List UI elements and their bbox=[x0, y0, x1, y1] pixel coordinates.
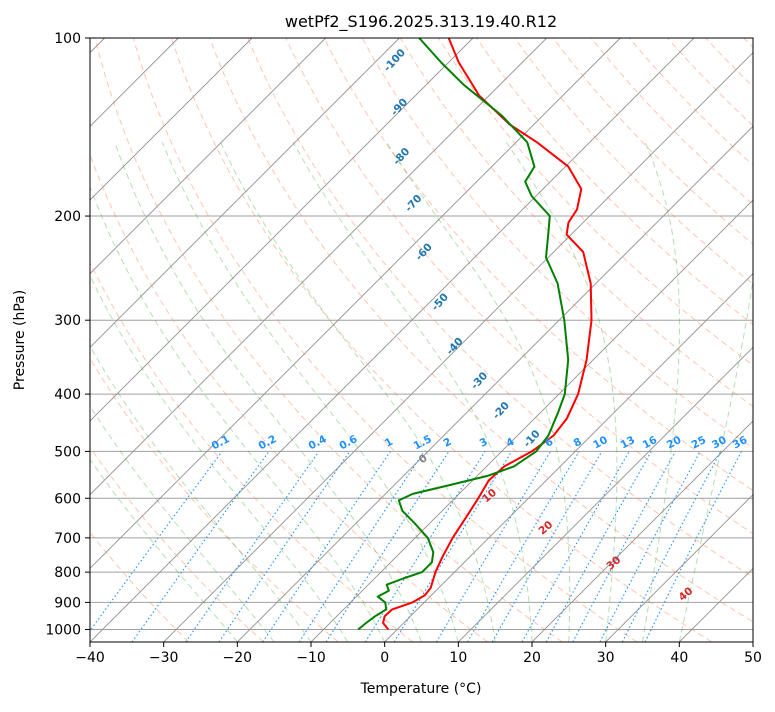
moist-adiabat-line bbox=[221, 142, 496, 642]
y-tick-label: 400 bbox=[54, 387, 81, 403]
dry-adiabat-label: -50 bbox=[429, 291, 451, 313]
dry-adiabat-line bbox=[438, 38, 775, 642]
isotherm-line bbox=[164, 38, 768, 642]
mixing-ratio-label: 1 bbox=[383, 436, 395, 450]
dry-adiabat-label: -100 bbox=[381, 47, 408, 75]
dry-adiabat-label: -60 bbox=[413, 241, 435, 263]
dry-adiabat-line bbox=[57, 38, 488, 642]
mixing-ratio-label: 30 bbox=[710, 434, 729, 451]
mixing-ratio-line bbox=[645, 451, 741, 642]
x-tick-label: 10 bbox=[449, 650, 467, 666]
mixing-ratio-label: 6 bbox=[543, 436, 555, 450]
x-tick-label: 50 bbox=[744, 650, 762, 666]
mixing-ratio-label: 0.4 bbox=[307, 433, 329, 452]
dry-adiabat-line bbox=[744, 38, 775, 642]
y-tick-label: 100 bbox=[54, 31, 81, 47]
x-tick-label: −20 bbox=[223, 650, 253, 666]
mixing-ratio-label: 36 bbox=[731, 434, 750, 451]
y-tick-label: 1000 bbox=[45, 622, 81, 638]
background-lines bbox=[0, 38, 775, 642]
dry-adiabat-line bbox=[0, 38, 338, 642]
dry-adiabat-line bbox=[171, 38, 711, 642]
mixing-ratio-label: 0.2 bbox=[257, 433, 279, 452]
isotherm-line bbox=[0, 38, 399, 642]
x-tick-label: 30 bbox=[597, 650, 615, 666]
mixing-ratio-line bbox=[600, 451, 700, 642]
mixing-ratio-line bbox=[299, 451, 424, 642]
mixing-ratio-label: 3 bbox=[478, 436, 490, 450]
isotherm-line bbox=[679, 38, 775, 642]
x-tick-label: 40 bbox=[670, 650, 688, 666]
x-tick-label: 0 bbox=[380, 650, 389, 666]
dry-adiabat-line bbox=[95, 38, 562, 642]
dry-adiabat-line bbox=[667, 38, 775, 642]
x-tick-label: −30 bbox=[149, 650, 179, 666]
dry-adiabat-line bbox=[591, 38, 775, 642]
isotherm-line bbox=[753, 38, 775, 642]
dry-adiabat-line bbox=[706, 38, 775, 642]
y-tick-label: 900 bbox=[54, 595, 81, 611]
dry-adiabat-line bbox=[133, 38, 637, 642]
isotherm-line bbox=[458, 38, 775, 642]
moist-adiabat-line bbox=[643, 142, 680, 642]
dry-adiabat-label: -70 bbox=[403, 192, 425, 214]
moist-adiabat-label: 30 bbox=[604, 554, 623, 573]
dry-adiabat-label: -90 bbox=[389, 96, 411, 118]
moist-adiabat-line bbox=[40, 142, 348, 642]
mixing-ratio-label: 25 bbox=[690, 434, 709, 451]
dry-adiabat-label: -40 bbox=[444, 335, 466, 357]
mixing-ratio-label: 16 bbox=[641, 434, 660, 451]
y-tick-label: 800 bbox=[54, 565, 81, 581]
isotherm-line bbox=[385, 38, 775, 642]
mixing-ratio-label: 0.1 bbox=[210, 433, 232, 452]
dry-adiabat-line bbox=[515, 38, 775, 642]
dry-adiabat-line bbox=[0, 38, 264, 642]
moist-adiabat-line bbox=[115, 142, 422, 642]
y-tick-label: 600 bbox=[54, 491, 81, 507]
sounding-series bbox=[358, 38, 591, 630]
chart-title: wetPf2_S196.2025.313.19.40.R12 bbox=[285, 12, 557, 32]
x-tick-label: −10 bbox=[296, 650, 326, 666]
dry-adiabat-line bbox=[0, 38, 189, 642]
dry-adiabat-line bbox=[477, 38, 775, 642]
dry-adiabat-line bbox=[553, 38, 775, 642]
mixing-ratio-line bbox=[263, 451, 391, 642]
mixing-ratio-label: 20 bbox=[665, 434, 684, 451]
mixing-ratio-label: 13 bbox=[619, 434, 638, 451]
y-axis-label: Pressure (hPa) bbox=[12, 290, 28, 390]
y-tick-label: 700 bbox=[54, 531, 81, 547]
isotherm-line bbox=[0, 38, 547, 642]
moist-adiabat-line bbox=[75, 142, 385, 642]
dry-adiabat-line bbox=[286, 38, 775, 642]
x-axis-label: Temperature (°C) bbox=[360, 681, 482, 697]
y-tick-label: 300 bbox=[54, 313, 81, 329]
x-tick-label: 20 bbox=[523, 650, 541, 666]
mixing-ratio-label: 10 bbox=[591, 434, 610, 451]
plot-frame bbox=[90, 38, 753, 642]
y-tick-label: 200 bbox=[54, 209, 81, 225]
isotherm-line bbox=[0, 38, 252, 642]
mixing-ratio-line bbox=[573, 451, 676, 642]
moist-adiabat-line bbox=[293, 142, 532, 642]
isotherm-line bbox=[16, 38, 620, 642]
mixing-ratio-line bbox=[82, 451, 222, 642]
mixing-ratio-line bbox=[522, 451, 629, 642]
x-tick-label: −40 bbox=[75, 650, 105, 666]
dewpoint-profile-line bbox=[358, 38, 568, 630]
dry-adiabat-label: -80 bbox=[391, 146, 413, 168]
mixing-ratio-line bbox=[436, 451, 550, 642]
y-tick-label: 500 bbox=[54, 444, 81, 460]
isotherm-line bbox=[311, 38, 775, 642]
moist-adiabat-label: 40 bbox=[677, 585, 696, 604]
temperature-profile-line bbox=[383, 38, 591, 630]
isotherm-line bbox=[0, 38, 326, 642]
mixing-ratio-label: 8 bbox=[572, 436, 584, 450]
dry-adiabat-label: -20 bbox=[490, 400, 512, 422]
dry-adiabat-line bbox=[19, 38, 413, 642]
isotherm-line bbox=[90, 38, 694, 642]
mixing-ratio-line bbox=[219, 451, 350, 642]
